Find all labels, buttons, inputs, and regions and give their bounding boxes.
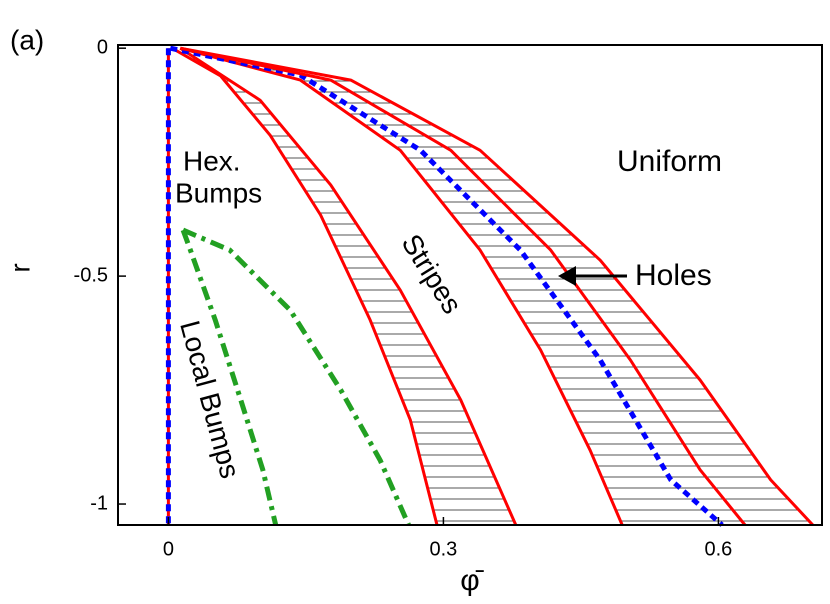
y-axis-label: r [4,263,35,272]
curves [165,45,814,527]
hatching [190,58,810,522]
y-tick-label: 0 [97,36,108,58]
annotation: Hex. [183,145,241,176]
boundary-curve [179,46,518,526]
y-tick-label: -1 [90,492,108,514]
x-tick-label: 0.3 [430,538,458,560]
boundary-curve [182,227,411,527]
plot-frame [117,44,823,526]
plot-area [118,45,822,525]
annotation: Bumps [175,177,262,208]
boundary-curve [180,46,814,527]
x-tick-label: 0 [163,538,174,560]
annotation: Uniform [617,145,722,178]
arrow-head [558,266,576,286]
y-tick-label: -0.5 [74,264,108,286]
x-tick-label: 0.6 [705,538,733,560]
annotation: Holes [635,259,712,292]
x-axis-label: φ̄ [460,564,484,597]
boundary-curve [179,46,747,526]
panel-label: (a) [10,24,44,55]
boundary-curve [179,46,624,526]
boundary-curve [180,229,279,526]
